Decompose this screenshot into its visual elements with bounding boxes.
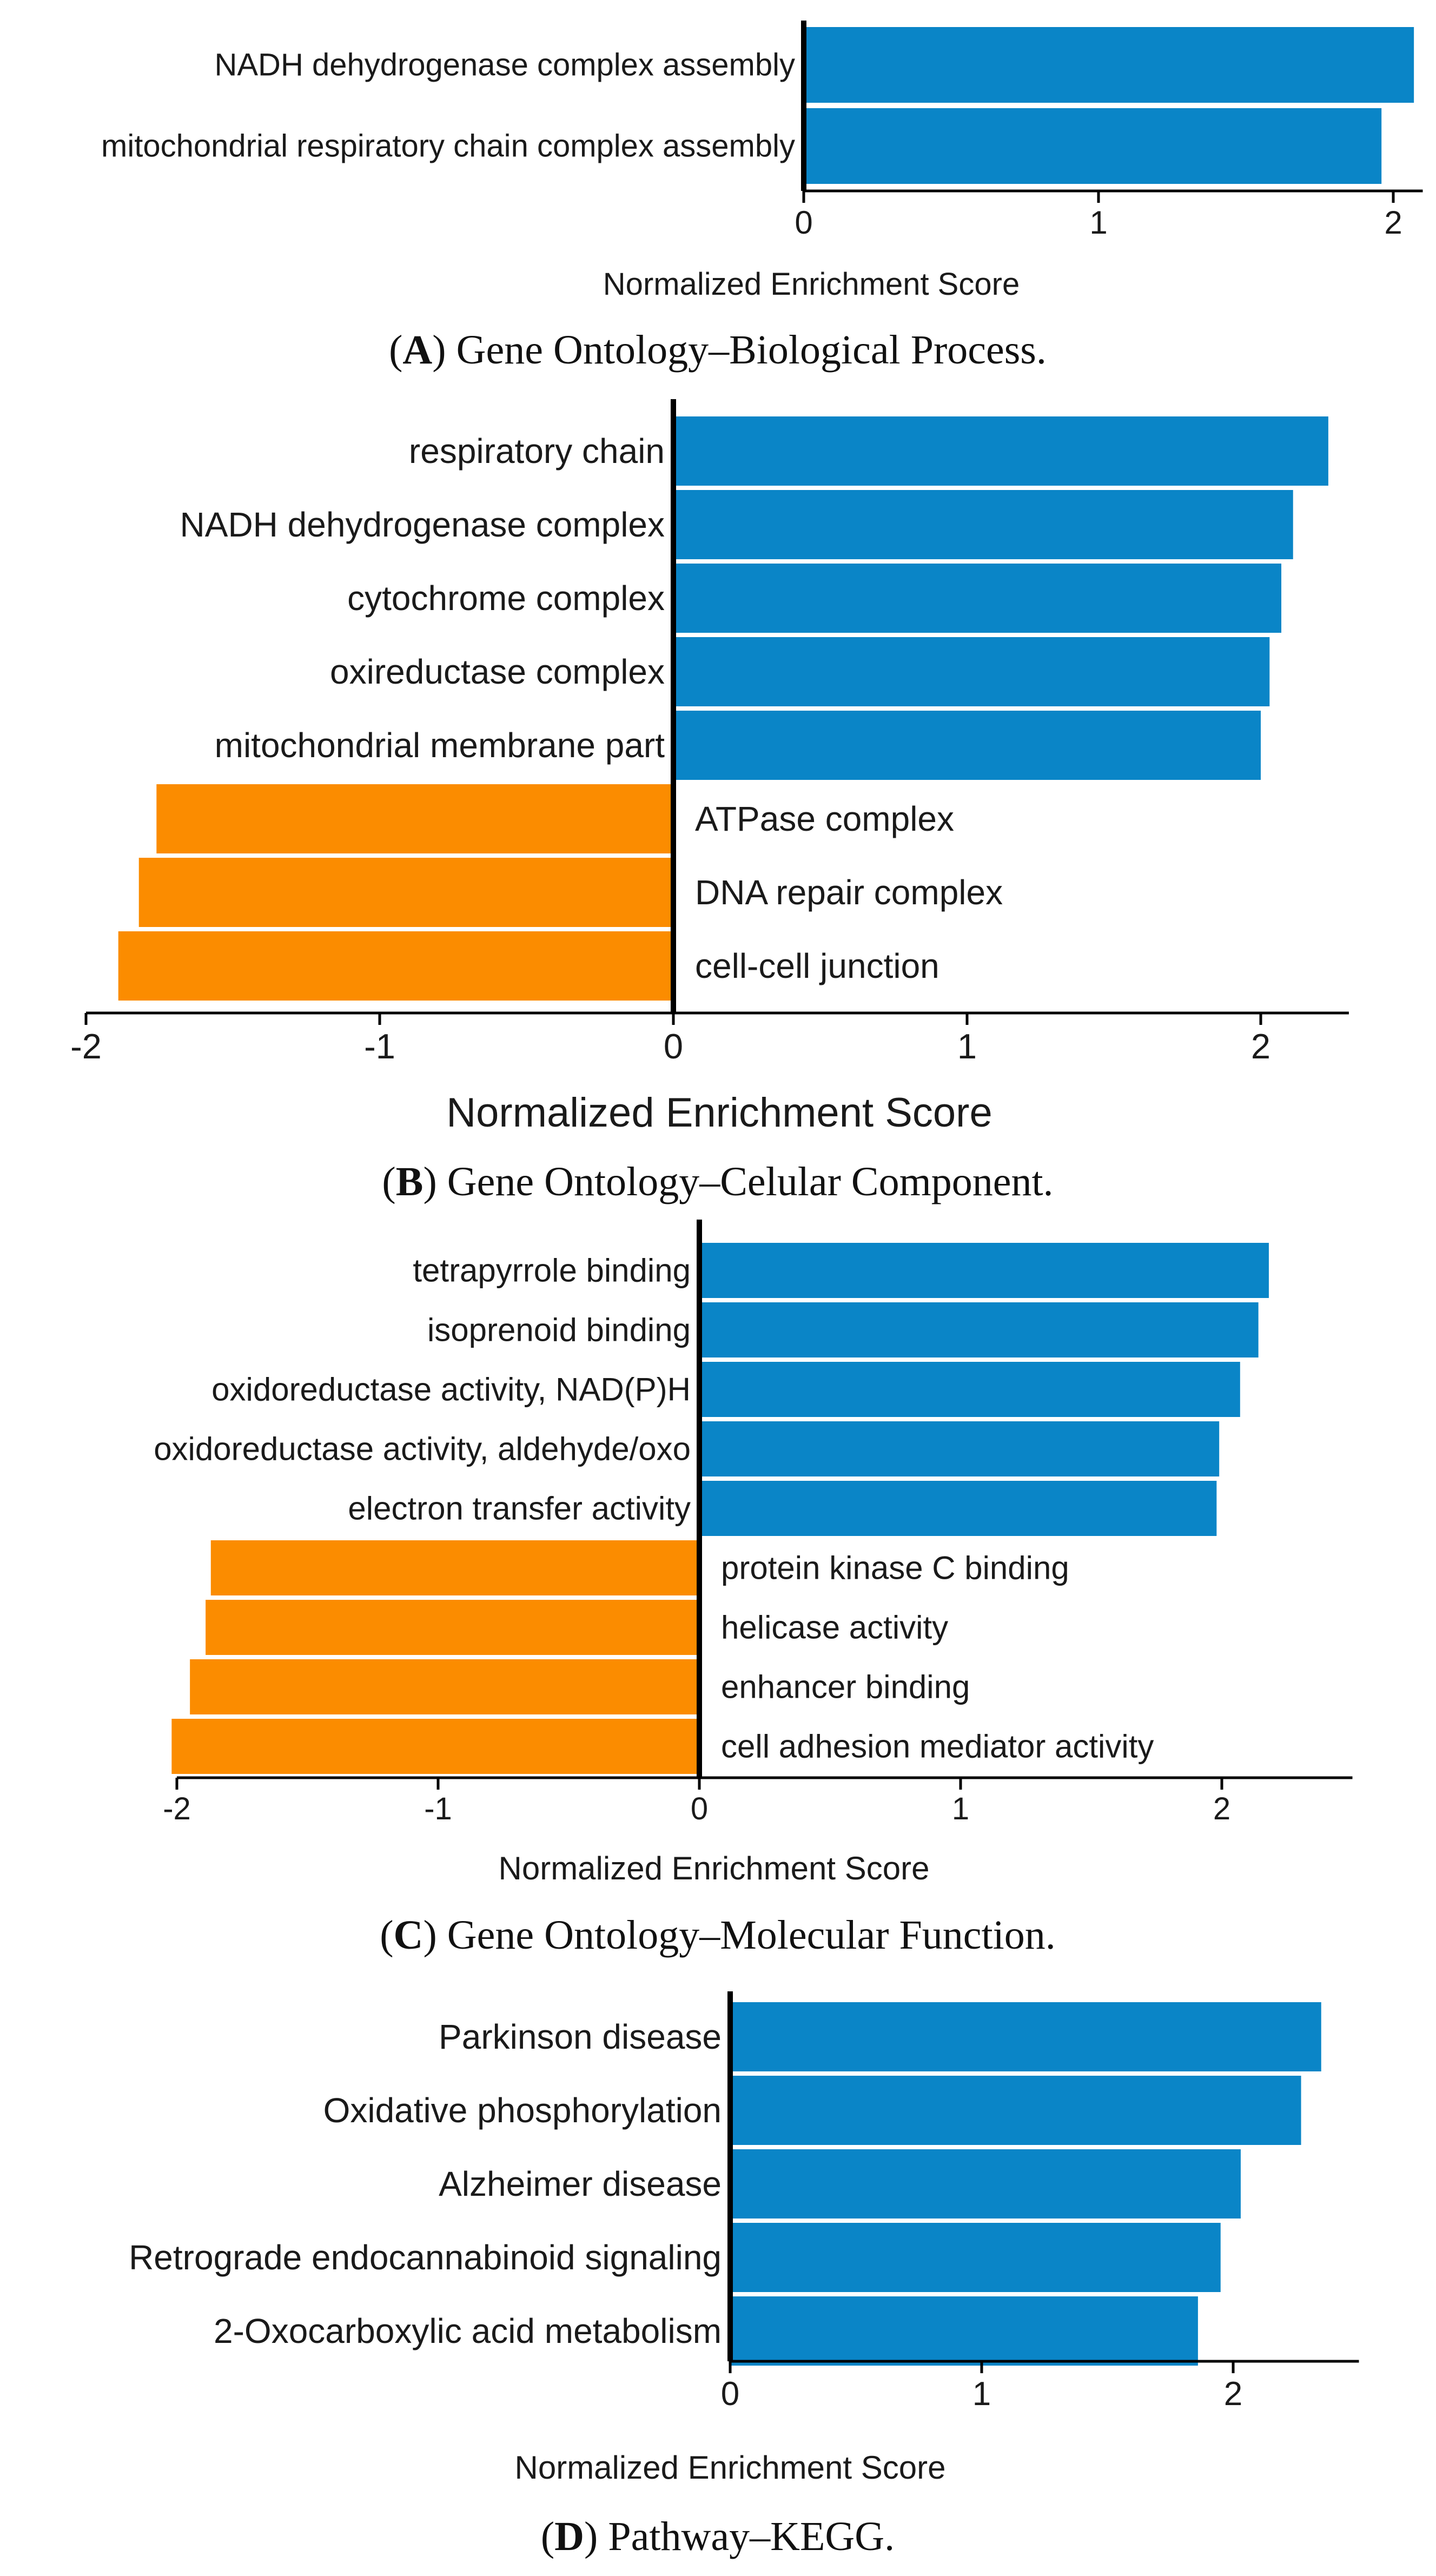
category-label: respiratory chain <box>409 432 665 471</box>
bar <box>171 1719 700 1774</box>
bar <box>138 858 673 927</box>
category-label: NADH dehydrogenase complex assembly <box>214 48 795 83</box>
chart-panel-c: tetrapyrrole binding isoprenoid binding ox… <box>154 1220 1353 1958</box>
bar <box>804 27 1414 103</box>
category-label: Parkinson disease <box>439 2017 722 2056</box>
x-axis-title: Normalized Enrichment Score <box>603 267 1020 302</box>
bar <box>673 564 1282 633</box>
bar <box>699 1481 1217 1536</box>
panel-caption: (B) Gene Ontology–Celular Component. <box>382 1159 1053 1204</box>
bar <box>673 490 1293 559</box>
panel-letter: B <box>396 1159 423 1204</box>
bar <box>673 637 1270 706</box>
bar <box>730 2076 1301 2145</box>
category-label: protein kinase C binding <box>721 1550 1069 1586</box>
bar <box>699 1362 1240 1417</box>
x-axis-title: Normalized Enrichment Score <box>499 1850 930 1886</box>
category-label: isoprenoid binding <box>427 1312 691 1348</box>
bar <box>673 416 1328 486</box>
bar <box>156 784 673 853</box>
category-label: electron transfer activity <box>348 1491 691 1527</box>
category-label: enhancer binding <box>721 1669 970 1705</box>
x-tick-label: 2 <box>1224 2375 1242 2413</box>
category-label: Alzheimer disease <box>439 2164 722 2203</box>
category-label: helicase activity <box>721 1610 948 1646</box>
category-label: ATPase complex <box>695 799 954 838</box>
category-label: oxireductase complex <box>330 652 665 691</box>
category-label: DNA repair complex <box>695 873 1003 912</box>
bar <box>210 1540 699 1595</box>
category-label: mitochondrial respiratory chain complex … <box>101 129 795 164</box>
x-tick-label: 0 <box>721 2375 739 2413</box>
bar <box>699 1302 1259 1357</box>
category-label: oxidoreductase activity, NAD(P)H <box>211 1372 691 1408</box>
category-label: mitochondrial membrane part <box>215 726 665 765</box>
x-tick-label: -2 <box>163 1791 191 1826</box>
x-axis-title: Normalized Enrichment Score <box>446 1090 992 1136</box>
bar <box>118 931 674 1001</box>
bar <box>730 2296 1198 2366</box>
category-label: Oxidative phosphorylation <box>323 2091 722 2130</box>
x-tick-label: 0 <box>795 204 812 241</box>
x-tick-label: -1 <box>424 1791 452 1826</box>
x-tick-label: 0 <box>691 1791 708 1826</box>
category-label: cell adhesion mediator activity <box>721 1729 1154 1765</box>
bar <box>730 2223 1221 2292</box>
bar <box>699 1421 1220 1476</box>
chart-panel-b: respiratory chain NADH dehydrogenase comp… <box>70 399 1349 1204</box>
bar <box>730 2002 1321 2071</box>
x-tick-label: 1 <box>1089 204 1107 241</box>
x-tick-label: 1 <box>952 1791 969 1826</box>
panel-caption: (A) Gene Ontology–Biological Process. <box>389 327 1047 373</box>
x-tick-label: 0 <box>664 1027 683 1066</box>
category-label: NADH dehydrogenase complex <box>180 505 665 544</box>
category-label: 2-Oxocarboxylic acid metabolism <box>214 2312 722 2350</box>
x-axis-title: Normalized Enrichment Score <box>515 2449 946 2486</box>
category-label: cytochrome complex <box>347 579 665 618</box>
bar <box>673 711 1261 780</box>
category-label: oxidoreductase activity, aldehyde/oxo <box>154 1431 691 1467</box>
panel-letter: A <box>402 327 432 373</box>
panel-caption: (C) Gene Ontology–Molecular Function. <box>380 1912 1056 1958</box>
category-label: tetrapyrrole binding <box>413 1253 691 1289</box>
x-tick-label: -1 <box>364 1027 395 1066</box>
x-tick-label: 2 <box>1213 1791 1230 1826</box>
panel-letter: C <box>394 1912 423 1958</box>
panel-letter: D <box>554 2514 584 2559</box>
bar <box>804 108 1382 184</box>
x-tick-label: 1 <box>957 1027 977 1066</box>
bar <box>699 1243 1269 1298</box>
chart-panel-d: Parkinson disease Oxidative phosphorylati… <box>129 1991 1359 2559</box>
panel-caption: (D) Pathway–KEGG. <box>541 2514 895 2559</box>
x-tick-label: 2 <box>1384 204 1402 241</box>
bar <box>190 1659 699 1714</box>
bar <box>206 1600 699 1655</box>
x-tick-label: 1 <box>972 2375 991 2413</box>
x-tick-label: -2 <box>70 1027 102 1066</box>
category-label: Retrograde endocannabinoid signaling <box>129 2238 722 2277</box>
x-tick-label: 2 <box>1251 1027 1270 1066</box>
category-label: cell-cell junction <box>695 946 939 985</box>
chart-panel-a: NADH dehydrogenase complex assembly mitoc… <box>101 21 1423 373</box>
bar <box>730 2149 1241 2219</box>
